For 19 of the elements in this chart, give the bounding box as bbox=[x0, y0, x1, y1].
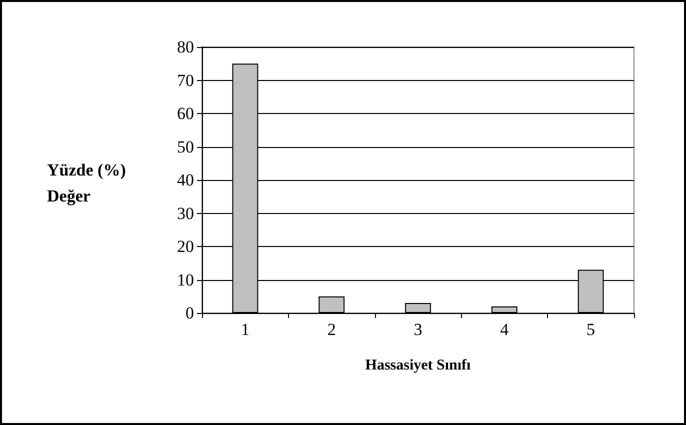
y-tick-label: 10 bbox=[177, 270, 194, 290]
y-tick-label: 40 bbox=[177, 170, 194, 190]
bar bbox=[491, 306, 518, 313]
y-tick-label: 70 bbox=[177, 70, 194, 90]
x-tick-label: 4 bbox=[500, 320, 510, 339]
x-tick-label: 1 bbox=[240, 320, 250, 339]
y-tick-label: 0 bbox=[186, 304, 194, 322]
x-axis-title: Hassasiyet Sınıfı bbox=[365, 358, 471, 374]
x-tick-label: 3 bbox=[414, 320, 422, 339]
y-tick-label: 50 bbox=[177, 137, 194, 156]
y-tick-label: 30 bbox=[177, 204, 194, 223]
y-axis-title: Yüzde (%) Değer bbox=[47, 160, 126, 206]
y-tick-label: 60 bbox=[177, 104, 194, 123]
x-tick-label: 2 bbox=[327, 320, 336, 339]
bar bbox=[405, 303, 431, 313]
y-tick-label: 80 bbox=[177, 38, 194, 56]
x-tick-label: 5 bbox=[586, 320, 596, 339]
bar bbox=[318, 296, 345, 313]
y-tick-label: 20 bbox=[177, 237, 194, 256]
